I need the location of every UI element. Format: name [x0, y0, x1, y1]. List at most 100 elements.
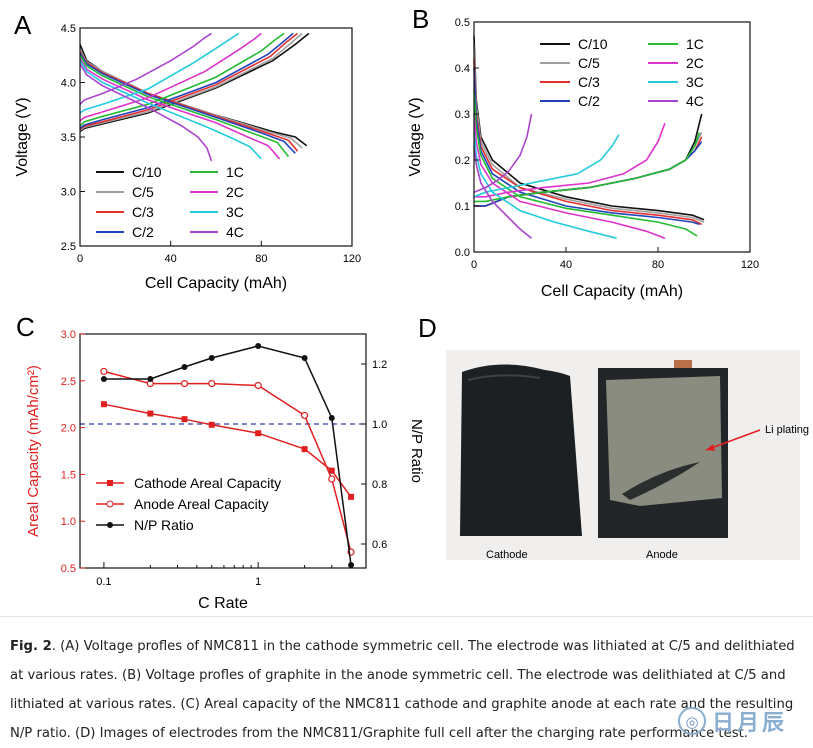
legend-label: Anode Areal Capacity: [134, 496, 269, 512]
x-axis-label: Cell Capacity (mAh): [541, 283, 683, 300]
legend-label: C/10: [132, 164, 162, 180]
series-line-lith: [473, 90, 698, 237]
x-tick-label: 40: [165, 253, 177, 265]
data-point-circle: [301, 355, 308, 361]
plot-frame: [79, 333, 367, 569]
data-point-circle: [328, 415, 335, 421]
anode-crack: [622, 462, 700, 500]
series-line-delith: [473, 134, 620, 198]
data-point-open-circle: [100, 367, 108, 376]
series-line-lith: [473, 44, 705, 223]
y-tick-label: 0.3: [455, 109, 470, 121]
series-line-lith: [473, 113, 666, 239]
x-tick-label: 0: [471, 259, 477, 271]
data-point-square: [181, 416, 188, 423]
data-point-circle: [255, 343, 262, 349]
y-tick-label: 0.4: [455, 63, 470, 75]
legend-label: C/5: [132, 184, 154, 200]
data-point-open-circle: [301, 411, 309, 420]
y2-axis-label: N/P Ratio: [408, 419, 425, 483]
data-point-square: [100, 401, 107, 408]
cathode-label: Cathode: [486, 549, 528, 561]
legend-label: C/5: [578, 55, 600, 71]
data-point-square: [328, 467, 335, 474]
series-line-lith: [473, 146, 532, 239]
x-tick-label: 80: [255, 253, 267, 265]
y-tick-label: 3.0: [61, 329, 76, 341]
data-point-open-circle: [254, 381, 262, 390]
figure-caption: Fig. 2. (A) Voltage profles of NMC811 in…: [10, 632, 805, 748]
x-axis-label: C Rate: [198, 595, 248, 612]
li-plating-label: Li plating: [765, 424, 809, 436]
panel-c-chart: C 0.1 1 0.5 1.0 1.5 2.0 2.5 3.0 0.6 0.8 1.0 1.2 C Rat…: [16, 312, 425, 612]
li-plating-arrow: [705, 429, 761, 451]
legend-label: 1C: [686, 36, 704, 52]
data-point-circle: [181, 364, 188, 370]
y2-tick-label: 1.0: [372, 419, 387, 431]
series-line-charge: [79, 32, 212, 105]
x-tick-label: 120: [343, 253, 361, 265]
y-tick-label: 0.5: [455, 17, 470, 29]
data-point-square: [147, 410, 154, 417]
y-tick-label: 2.5: [61, 241, 76, 253]
panel-d-photo: D Li plating Cathode Anode: [418, 313, 809, 561]
data-point-open-circle: [328, 475, 336, 483]
y-tick-label: 1.0: [61, 516, 76, 528]
legend-label: C/2: [132, 224, 154, 240]
y-tick-label: 0.0: [455, 247, 470, 259]
legend-label: 3C: [686, 74, 704, 90]
legend-label: N/P Ratio: [134, 517, 194, 533]
legend-label: 1C: [226, 164, 244, 180]
legend-marker: [107, 480, 113, 486]
panel-label: C: [16, 312, 35, 342]
y-tick-label: 0.2: [455, 155, 470, 167]
data-point-square: [208, 421, 215, 428]
series-line-charge: [79, 32, 294, 129]
panel-b-chart: B 0 40 80 120 0.0 0.1 0.2 0.3 0.4 0.5 Cell Capacity…: [407, 4, 759, 300]
y-tick-label: 0.5: [61, 563, 76, 575]
plot-frame: [79, 27, 353, 247]
x-tick-label: 0: [77, 253, 83, 265]
y2-tick-label: 0.6: [372, 539, 387, 551]
series-line-discharge: [79, 58, 281, 160]
y-tick-label: 4.5: [61, 23, 76, 35]
y-axis-label: Voltage (V): [14, 97, 31, 176]
data-point-open-circle: [180, 380, 189, 388]
panel-label: D: [418, 313, 437, 343]
data-point-square: [301, 446, 308, 453]
series-line-discharge: [79, 63, 213, 162]
series-line-charge: [79, 32, 285, 127]
watermark: ◎ 日月辰: [678, 704, 808, 738]
caption-divider: [0, 616, 813, 617]
legend-label: C/3: [578, 74, 600, 90]
watermark-text: 日月辰: [712, 710, 788, 736]
series-line: [103, 370, 352, 553]
panel-a-chart: A 0 40 80 120 2.5 3.0 3.5 4.0 4.5 Cell Capacity (m…: [14, 10, 361, 292]
series-line-delith: [473, 113, 533, 193]
series-line-discharge: [79, 60, 262, 160]
figure-label: Fig. 2: [10, 639, 52, 654]
data-point-circle: [147, 376, 154, 382]
legend-label: 2C: [226, 184, 244, 200]
li-plating-arrowhead: [706, 444, 715, 451]
x-tick-label: 120: [741, 259, 759, 271]
plot-frame: [473, 21, 751, 253]
data-point-square: [348, 493, 355, 500]
series-line: [103, 345, 352, 566]
watermark-logo-icon: ◎: [678, 707, 706, 735]
legend-label: C/3: [132, 204, 154, 220]
y2-tick-label: 0.8: [372, 479, 387, 491]
legend-label: 4C: [686, 93, 704, 109]
legend-marker: [107, 522, 113, 528]
anode-tab: [674, 360, 692, 370]
data-point-circle: [100, 376, 107, 382]
legend-label: 2C: [686, 55, 704, 71]
series-line-charge: [79, 32, 240, 114]
data-point-circle: [208, 355, 215, 361]
panel-label: B: [412, 4, 429, 34]
series-line-delith: [474, 132, 701, 203]
series-line-discharge: [79, 51, 299, 152]
series-line-discharge: [79, 54, 290, 158]
anode-gray-area: [606, 376, 722, 506]
legend-label: 4C: [226, 224, 244, 240]
